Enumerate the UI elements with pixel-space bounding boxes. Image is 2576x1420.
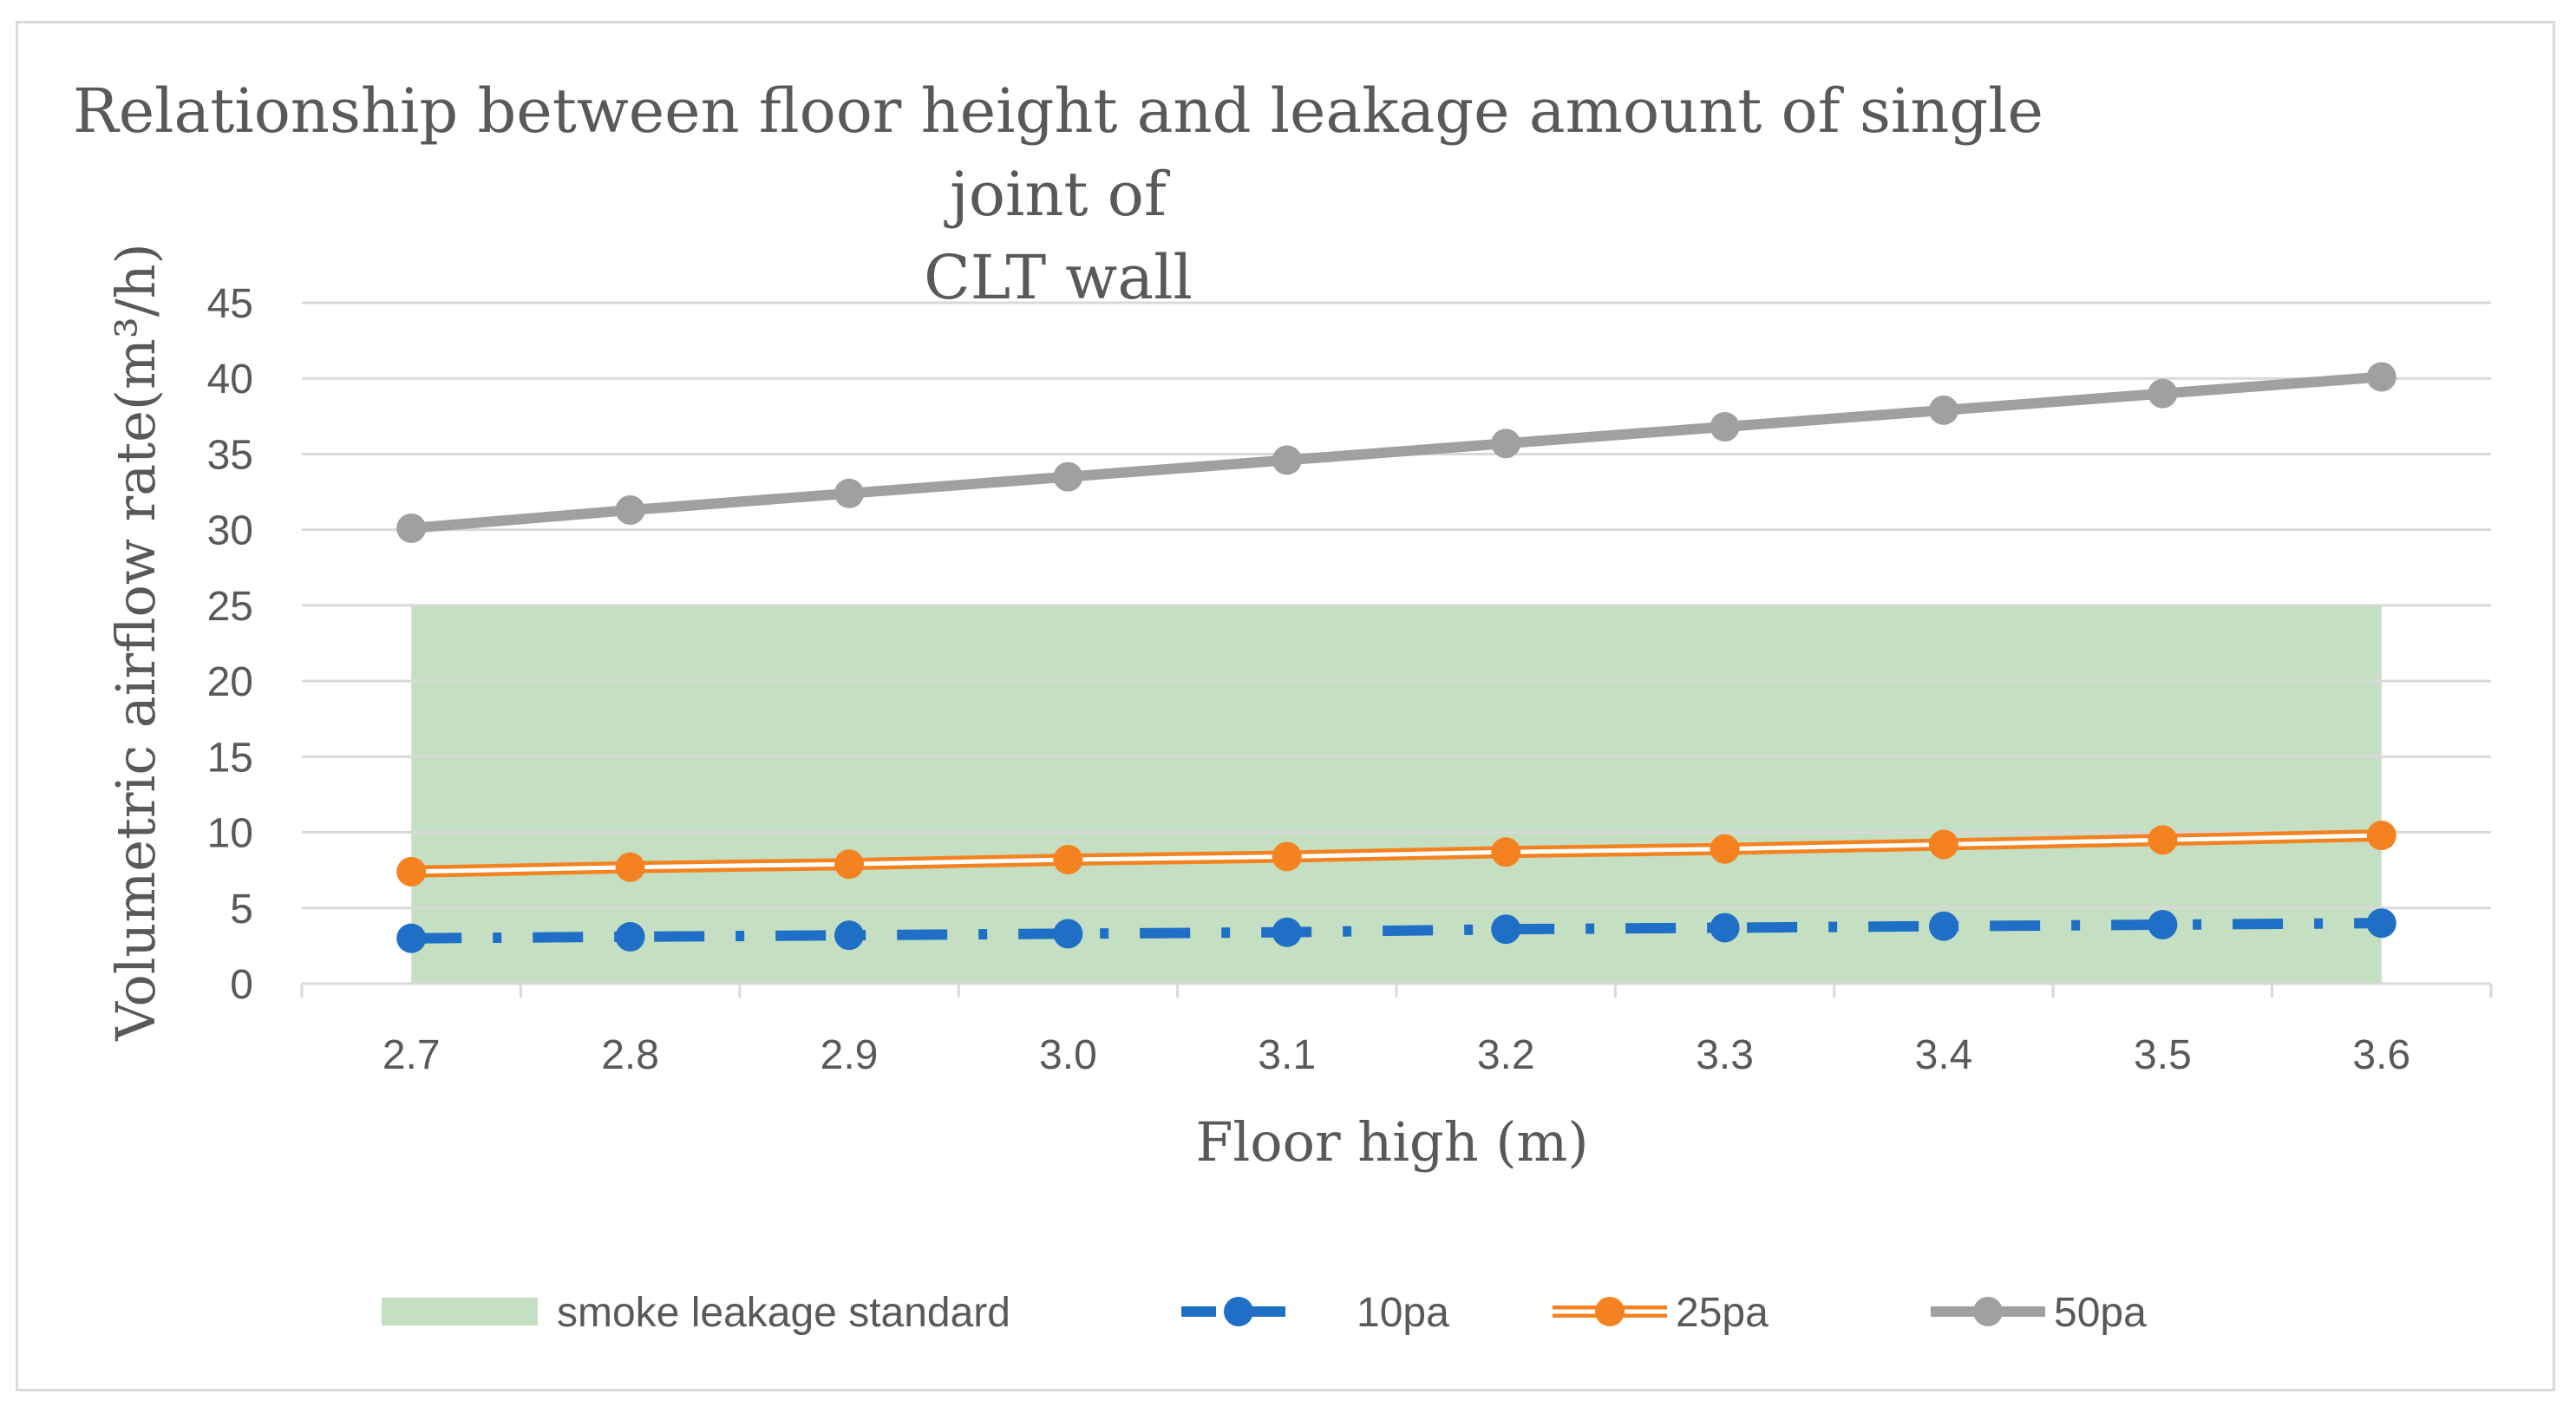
series-line-10pa <box>411 918 2382 944</box>
legend-swatch-band <box>382 1298 538 1325</box>
y-tick-label-20: 20 <box>207 659 253 705</box>
point-50pa-3.0 <box>1053 461 1083 492</box>
chart-title: Relationship between floor height and le… <box>0 69 2116 319</box>
point-25pa-3.2 <box>1491 837 1521 867</box>
x-tick-label-3.1: 3.1 <box>1258 1032 1316 1078</box>
point-50pa-2.7 <box>396 513 427 543</box>
x-tick-label-3.2: 3.2 <box>1477 1032 1535 1078</box>
series-line-50pa <box>410 371 2383 533</box>
series-50pa <box>396 362 2396 543</box>
point-10pa-3.2 <box>1491 914 1521 945</box>
point-25pa-3.4 <box>1929 829 1958 860</box>
point-10pa-3.1 <box>1272 917 1302 947</box>
point-25pa-3.1 <box>1272 841 1302 872</box>
legend-swatch-marker-50pa <box>1973 1297 2003 1326</box>
y-tick-label-45: 45 <box>207 281 253 327</box>
point-10pa-2.9 <box>834 920 864 951</box>
point-10pa-2.8 <box>615 921 645 952</box>
point-10pa-3.3 <box>1710 913 1740 943</box>
x-tick-labels: 2.7 2.8 2.9 3.0 3.1 3.2 3.3 3.4 3.5 3.6 <box>382 1032 2410 1078</box>
y-tick-label-35: 35 <box>207 432 253 478</box>
point-25pa-2.7 <box>396 856 427 887</box>
point-25pa-2.8 <box>615 852 645 882</box>
point-10pa-3.5 <box>2148 909 2178 939</box>
point-50pa-2.9 <box>834 478 864 508</box>
series-10pa <box>396 908 2396 953</box>
legend-label-band: smoke leakage standard <box>557 1290 1010 1336</box>
y-tick-labels: 0 5 10 15 20 25 30 35 40 45 <box>207 281 253 1008</box>
point-10pa-2.7 <box>396 923 427 953</box>
y-tick-label-40: 40 <box>207 357 253 402</box>
y-tick-label-5: 5 <box>230 887 253 932</box>
x-axis-title: Floor high (m) <box>1195 1110 1588 1174</box>
y-axis-title: Volumetric airflow rate(m³/h) <box>104 243 167 1041</box>
point-25pa-3.6 <box>2366 821 2396 851</box>
legend-label-50pa: 50pa <box>2054 1290 2147 1336</box>
point-25pa-3.3 <box>1710 834 1740 864</box>
x-tick-label-3.0: 3.0 <box>1039 1032 1097 1078</box>
series-layer <box>396 362 2396 953</box>
point-50pa-3.1 <box>1272 445 1302 475</box>
band-layer <box>411 605 2382 984</box>
x-tick-label-3.5: 3.5 <box>2134 1032 2192 1078</box>
x-tick-label-3.6: 3.6 <box>2352 1032 2410 1078</box>
point-50pa-3.6 <box>2366 362 2396 392</box>
legend-swatch-marker-10pa <box>1224 1297 1253 1326</box>
point-50pa-3.2 <box>1491 429 1521 459</box>
chart-title-line-2: CLT wall <box>924 242 1193 313</box>
point-10pa-3.4 <box>1929 911 1958 941</box>
y-tick-label-30: 30 <box>207 508 253 554</box>
point-25pa-3.0 <box>1053 844 1083 874</box>
point-10pa-3.0 <box>1053 919 1083 949</box>
legend-swatch-marker-25pa <box>1595 1297 1625 1326</box>
y-tick-label-15: 15 <box>207 735 253 781</box>
y-tick-label-25: 25 <box>207 584 253 630</box>
legend-label-25pa: 25pa <box>1676 1290 1769 1336</box>
x-tick-label-3.4: 3.4 <box>1915 1032 1973 1078</box>
legend: smoke leakage standard 10pa 25pa 50pa <box>382 1290 2147 1336</box>
x-tick-label-3.3: 3.3 <box>1696 1032 1754 1078</box>
point-50pa-3.4 <box>1929 395 1958 425</box>
y-tick-label-10: 10 <box>207 811 253 857</box>
legend-label-10pa: 10pa <box>1357 1290 1449 1336</box>
point-50pa-3.5 <box>2148 378 2178 409</box>
x-tick-label-2.9: 2.9 <box>821 1032 879 1078</box>
point-25pa-2.9 <box>834 849 864 880</box>
series-25pa <box>396 821 2396 887</box>
chart-title-line-1: Relationship between floor height and le… <box>73 75 2043 230</box>
series-line-inner-25pa <box>411 833 2382 874</box>
x-tick-label-2.8: 2.8 <box>601 1032 659 1078</box>
point-10pa-3.6 <box>2366 908 2396 939</box>
smoke-leakage-standard-band <box>411 605 2382 984</box>
axis-layer <box>300 982 2493 998</box>
x-tick-label-2.7: 2.7 <box>382 1032 441 1078</box>
point-50pa-3.3 <box>1710 412 1740 442</box>
point-25pa-3.5 <box>2148 825 2178 855</box>
y-tick-label-0: 0 <box>230 962 253 1008</box>
point-50pa-2.8 <box>615 494 645 525</box>
